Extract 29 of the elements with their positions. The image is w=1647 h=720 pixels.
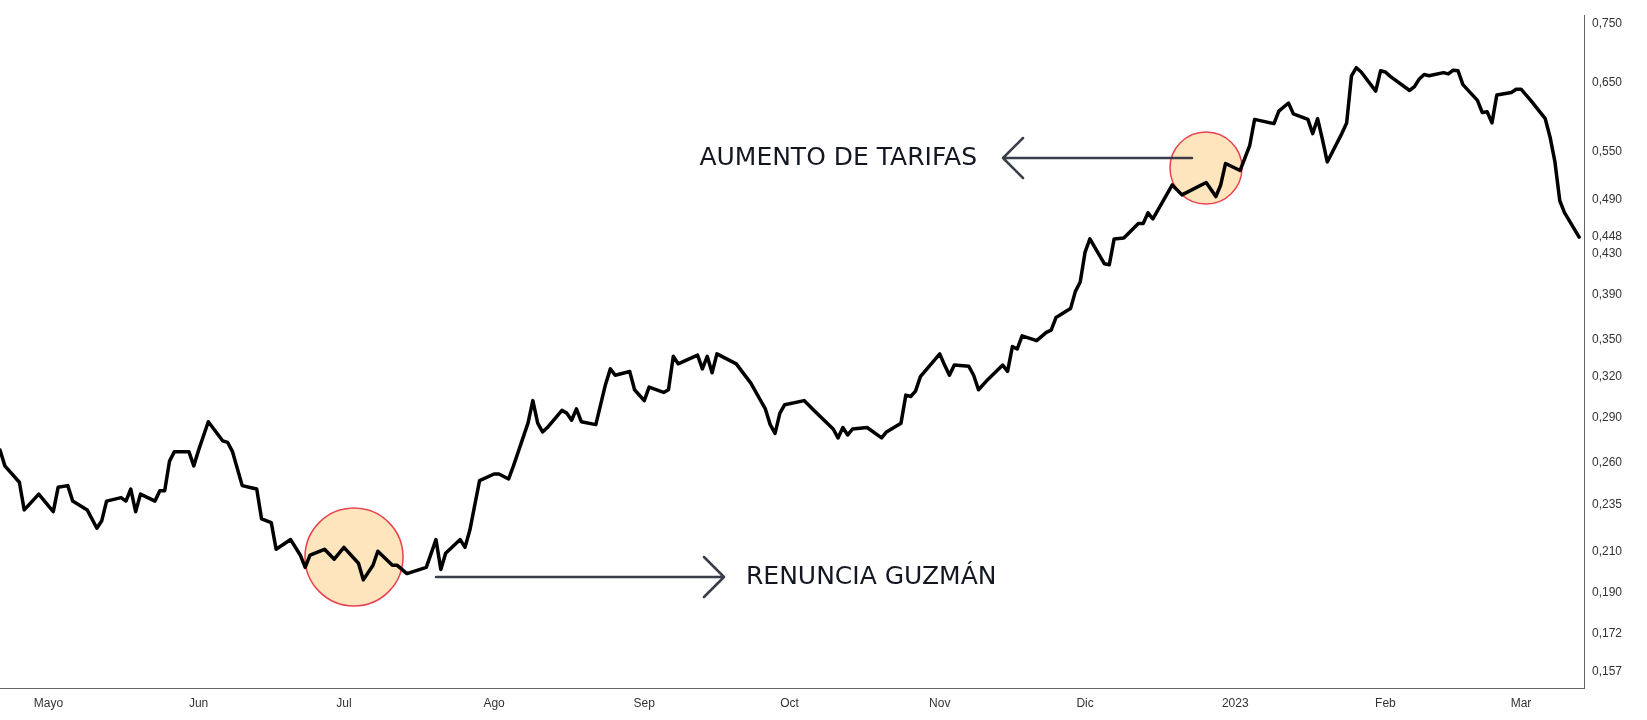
x-tick-label: Ago — [483, 695, 506, 710]
x-tick-label: Jul — [336, 695, 352, 710]
y-tick-label: 0,235 — [1592, 496, 1623, 511]
annotation: AUMENTO DE TARIFAS — [699, 141, 977, 171]
x-tick-label: Nov — [929, 695, 951, 710]
y-tick-label: 0,490 — [1592, 192, 1623, 207]
y-tick-label: 0,390 — [1592, 286, 1623, 301]
y-tick-label: 0,350 — [1592, 331, 1623, 346]
y-tick-label: 0,172 — [1592, 626, 1623, 641]
x-tick-label: 2023 — [1221, 695, 1249, 710]
y-tick-label: 0,430 — [1592, 246, 1623, 261]
y-tick-label: 0,190 — [1592, 585, 1623, 600]
y-tick-label: 0,290 — [1592, 409, 1623, 424]
x-tick-label: Sep — [633, 695, 656, 710]
y-tick-label: 0,320 — [1592, 368, 1623, 383]
x-tick-label: Jun — [188, 695, 209, 710]
x-tick-label: Dic — [1076, 695, 1094, 710]
y-tick-label: 0,750 — [1592, 15, 1623, 30]
x-tick-label: Feb — [1375, 695, 1397, 710]
annotation: RENUNCIA GUZMÁN — [746, 560, 997, 590]
y-tick-label: 0,650 — [1592, 75, 1623, 90]
y-tick-label: 0,157 — [1592, 664, 1623, 679]
y-tick-label: 0,550 — [1592, 144, 1623, 159]
x-tick-label: Mayo — [33, 695, 64, 710]
x-tick-label: Mar — [1510, 695, 1532, 710]
y-tick-label: 0,260 — [1592, 454, 1623, 469]
y-tick-label: 0,210 — [1592, 543, 1623, 558]
y-tick-label: 0,448 — [1592, 229, 1623, 244]
x-tick-label: Oct — [780, 695, 800, 710]
